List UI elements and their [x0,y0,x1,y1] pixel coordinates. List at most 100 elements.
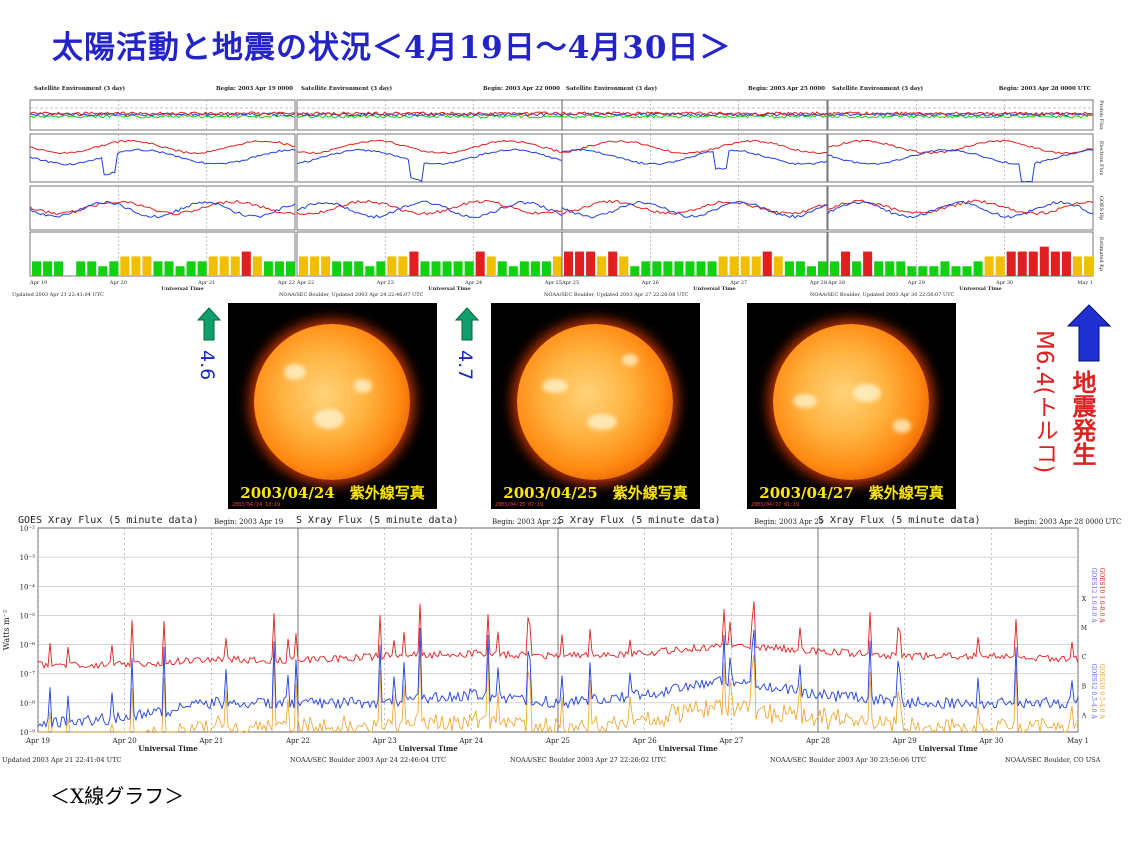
satellite-panel: Satellite Environment (3 day) Begin: 2003… [279,85,563,298]
x-tick-label: Apr 20 [112,737,137,745]
legend-entry: GOES10 0.5-4.0 A [1098,664,1105,720]
kp-bar [1083,256,1093,276]
x-tick-label: Apr 20 [109,280,127,286]
x-tick-label: Apr 26 [641,280,659,286]
kp-bar [552,256,562,276]
plot-frame [561,185,828,231]
kp-bar [299,256,309,276]
plot-frame [561,99,828,131]
hp-line [29,199,296,216]
kp-bar [219,256,229,276]
electron-flux-line [29,139,296,155]
kp-bar [586,251,596,276]
x-tick-label: Apr 25 [561,280,579,286]
kp-bar [142,256,152,276]
proton-flux-line [561,114,828,119]
kp-bar [197,261,207,276]
x-tick-label: Apr 27 [718,737,743,745]
panel-footer: Updated 2003 Apr 21 22:41:04 UTC [12,292,104,298]
kp-bar [674,261,684,276]
magnitude-label: 4.6 [196,350,218,381]
sun-caption: 2003/04/24 紫外線写真 [240,484,425,502]
chart-footer: NOAA/SEC Boulder 2003 Apr 27 22:26:02 UT… [510,756,666,764]
plot-frame [29,133,296,183]
x-tick-label: Apr 30 [995,280,1013,286]
flare-class-label: X [1082,596,1087,603]
kp-bar [453,261,463,276]
x-tick-label: Apr 28 [805,737,830,745]
kp-bar [652,261,662,276]
y-tick-label: 10⁻³ [20,554,36,562]
kp-bar [1050,251,1060,276]
panel-header: Begin: 2003 Apr 22 0000 [483,86,560,92]
proton-flux-line [561,111,828,116]
kp-bar [1028,251,1038,276]
earthquake-magnitude-label: M6.4(トルコ) [1031,330,1057,474]
x-tick-label: Apr 22 [277,280,295,286]
kp-bar [863,251,873,276]
kp-bar [175,266,185,276]
hp-line [827,200,1094,219]
chart-header: S Xray Flux (5 minute data) [818,515,981,526]
kp-bar [354,261,364,276]
x-tick-label: Apr 21 [198,737,223,745]
sun-image-0424: 2003/04/24 紫外線写真 2003/04/24 13:19 [228,303,437,509]
plot-frame [29,99,296,131]
kp-bar [817,261,827,276]
kp-bar [98,266,108,276]
kp-bar [973,261,983,276]
satellite-panel: Satellite Environment (3 day) Begin: 2003… [12,85,296,298]
sun-subcaption: 2003/04/24 13:19 [232,502,281,508]
plot-frame [29,185,296,231]
x-axis-label: Universal Time [161,286,203,292]
y-tick-label: 10⁻⁵ [20,612,36,620]
y-tick-label: 10⁻⁶ [20,642,36,650]
panel-header: Begin: 2003 Apr 19 0000 [216,86,293,92]
electron-flux-line [296,139,563,155]
flare-class-label: B [1082,683,1087,690]
kp-bar [87,261,97,276]
proton-flux-line [296,111,563,116]
kp-bar [597,256,607,276]
kp-bar [762,251,772,276]
chart-footer: NOAA/SEC Boulder, CO USA [1005,756,1101,764]
hp-line [29,200,296,219]
kp-bar [153,261,163,276]
sun-caption: 2003/04/27 紫外線写真 [759,484,944,502]
kp-bar [131,256,141,276]
kp-bar [376,261,386,276]
kp-bar [398,256,408,276]
electron-flux-line [827,148,1094,183]
x-axis-label: Universal Time [428,286,470,292]
y-tick-label: 10⁻⁸ [20,700,36,708]
kp-bar [685,261,695,276]
kp-bar [907,266,917,276]
satellite-panel: Satellite Environment (3 day) Begin: 2003… [544,85,828,298]
x-tick-label: Apr 22 [285,737,310,745]
chart-header-begin: Begin: 2003 Apr 22 [492,518,561,526]
kp-bar [343,261,353,276]
kp-bar [841,251,851,276]
y-tick-label: 10⁻⁷ [20,671,36,679]
kp-bar [263,261,273,276]
kp-bar [995,256,1005,276]
hp-line [296,199,563,216]
kp-bar [795,261,805,276]
xray-short-line [37,627,1079,728]
chart-header: S Xray Flux (5 minute data) [558,515,721,526]
proton-flux-line [29,114,296,119]
x-tick-label: Apr 24 [458,737,484,745]
xray-flux-chart: GOES Xray Flux (5 minute data) Begin: 200… [2,515,1121,764]
x-axis-label: Universal Time [918,744,978,753]
x-tick-label: Apr 29 [907,280,925,286]
kp-bar [32,261,42,276]
hp-line [296,200,563,219]
kp-bar [519,261,529,276]
flare-class-label: M [1081,625,1087,632]
legend-entry: GOES10 1.0-8.0 A [1098,567,1105,623]
kp-bar [285,261,295,276]
magnitude-label: 4.7 [454,350,476,381]
kp-bar [420,261,430,276]
kp-bar [619,256,629,276]
kp-bar [54,261,64,276]
